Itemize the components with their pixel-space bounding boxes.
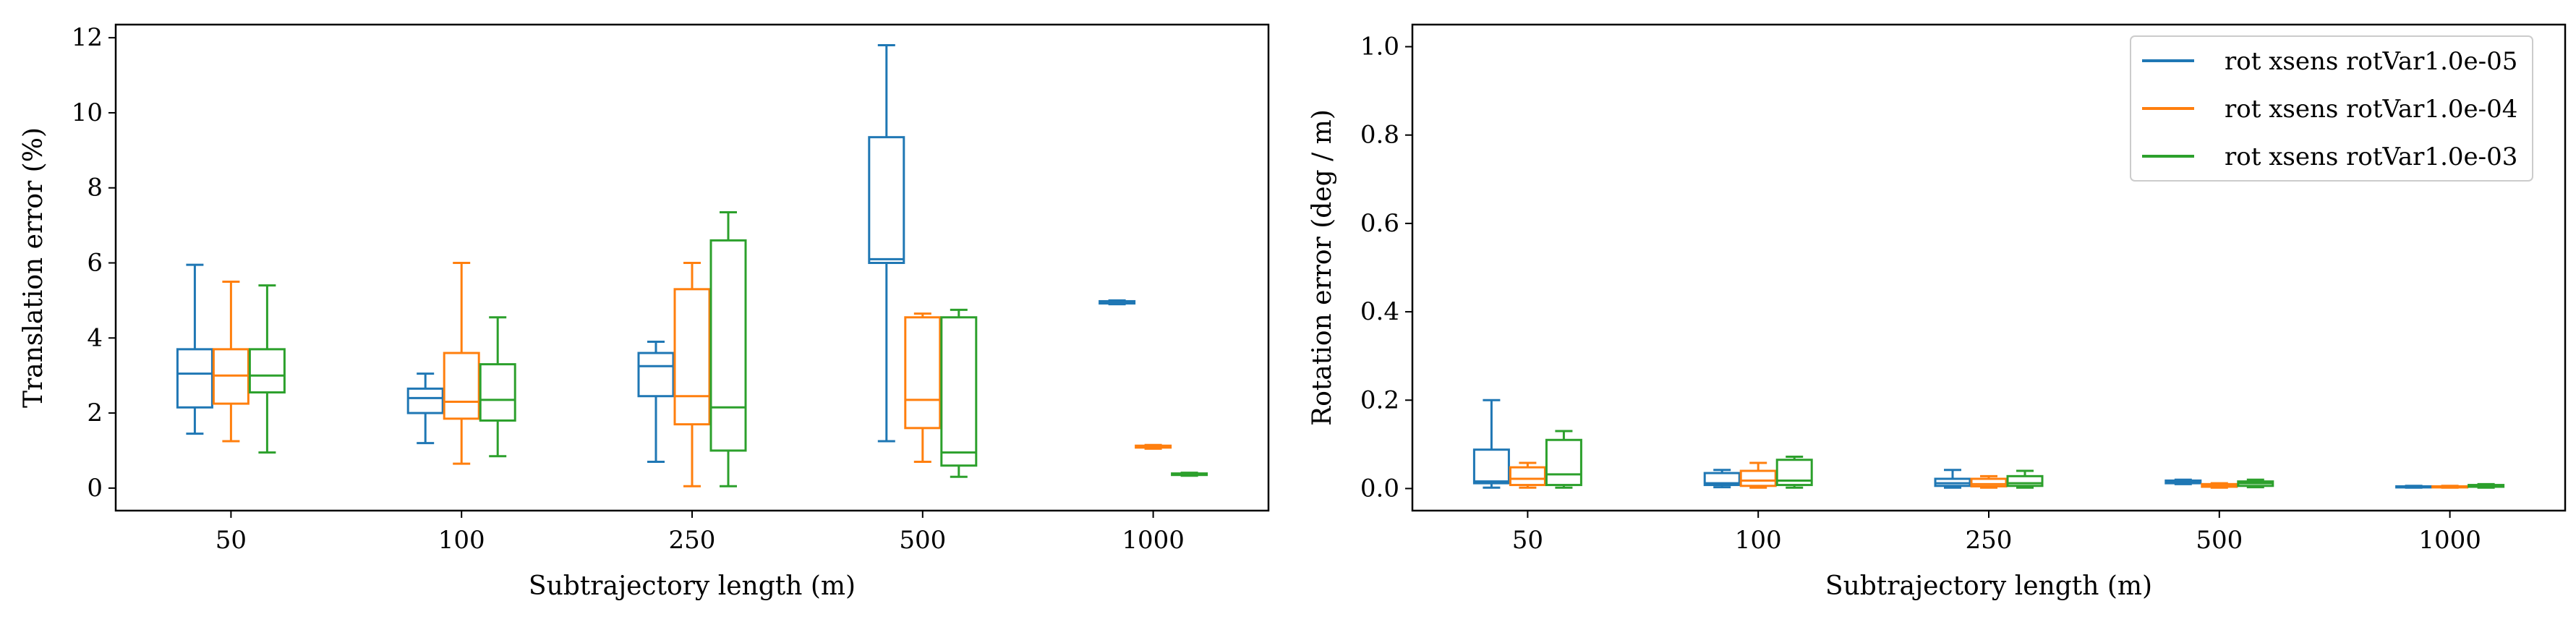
translation-x-tick-label: 50 — [216, 526, 247, 555]
box-body — [904, 316, 942, 430]
box-body — [940, 316, 978, 467]
rotation-box-500-series-1 — [2165, 478, 2202, 485]
box-body — [673, 288, 711, 426]
translation-error-x-ticks: 50 100 250 500 1000 — [216, 511, 1185, 555]
legend-label-rotvar-1e-05: rot xsens rotVar1.0e-05 — [2225, 47, 2517, 76]
box-body — [248, 348, 286, 394]
translation-box-500-series-1 — [868, 44, 905, 443]
translation-y-tick-label: 4 — [87, 323, 103, 352]
translation-box-250-series-2 — [673, 262, 711, 487]
translation-x-tick-label: 500 — [899, 526, 946, 555]
rotation-y-tick-label: 0.0 — [1360, 474, 1399, 503]
box-body — [176, 348, 213, 409]
box-body — [1703, 472, 1741, 487]
rotation-error-panel: 0.0 0.2 0.4 0.6 0.8 1.0 50 100 250 500 1000 Subtr… — [1308, 23, 2567, 601]
rotation-error-x-axis-label: Subtrajectory length (m) — [1825, 571, 2152, 601]
translation-error-y-axis-label: Translation error (%) — [19, 127, 48, 408]
box-body — [1472, 448, 1510, 485]
translation-y-tick-label: 8 — [87, 174, 103, 203]
translation-error-panel: 0 2 4 6 8 10 12 50 100 250 500 1000 Subtrajectory … — [19, 23, 1270, 601]
translation-box-250-series-3 — [709, 210, 747, 487]
rotation-box-1000-series-2 — [2431, 485, 2469, 489]
translation-box-500-series-3 — [940, 308, 978, 478]
translation-box-50-series-3 — [248, 284, 286, 454]
rotation-y-tick-label: 0.6 — [1360, 209, 1399, 238]
rotation-box-50-series-1 — [1472, 399, 1510, 489]
rotation-box-1000-series-1 — [2395, 485, 2433, 489]
rotation-box-500-series-3 — [2237, 478, 2274, 489]
rotation-x-tick-label: 1000 — [2418, 526, 2481, 555]
translation-x-tick-label: 250 — [669, 526, 716, 555]
box-body — [1509, 466, 1546, 487]
box-body — [637, 352, 675, 398]
translation-y-tick-label: 2 — [87, 399, 103, 427]
box-body — [1545, 438, 1582, 487]
rotation-x-tick-label: 500 — [2196, 526, 2243, 555]
rotation-x-tick-label: 250 — [1966, 526, 2013, 555]
translation-box-50-series-2 — [212, 280, 250, 443]
translation-box-1000-series-2 — [1135, 443, 1172, 450]
legend-box — [2130, 35, 2533, 182]
translation-box-250-series-1 — [637, 340, 675, 464]
translation-error-x-axis-label: Subtrajectory length (m) — [529, 571, 856, 601]
rotation-x-tick-label: 100 — [1735, 526, 1782, 555]
rotation-box-250-series-1 — [1934, 469, 1971, 489]
rotation-y-tick-label: 0.8 — [1360, 121, 1399, 150]
box-body — [709, 239, 747, 452]
rotation-box-1000-series-3 — [2468, 482, 2505, 489]
translation-x-tick-label: 1000 — [1122, 526, 1185, 555]
translation-box-50-series-1 — [176, 263, 213, 435]
translation-error-boxes — [176, 44, 1208, 487]
box-body — [1775, 459, 1813, 487]
translation-box-1000-series-1 — [1099, 299, 1136, 306]
translation-y-tick-label: 12 — [72, 23, 103, 52]
rotation-box-50-series-2 — [1509, 461, 1546, 489]
box-body — [479, 363, 516, 422]
translation-box-100-series-3 — [479, 316, 516, 458]
translation-box-500-series-2 — [904, 312, 942, 464]
rotation-box-100-series-2 — [1739, 461, 1777, 489]
rotation-box-250-series-2 — [1970, 474, 2008, 489]
translation-x-tick-label: 100 — [438, 526, 485, 555]
box-body — [868, 136, 905, 265]
box-body — [1970, 477, 2008, 487]
translation-box-1000-series-3 — [1171, 472, 1208, 477]
rotation-box-100-series-3 — [1775, 455, 1813, 489]
rotation-box-50-series-3 — [1545, 430, 1582, 489]
translation-box-100-series-1 — [406, 372, 444, 445]
rotation-y-tick-label: 0.4 — [1360, 297, 1399, 326]
box-body — [443, 352, 480, 420]
rotation-box-500-series-2 — [2201, 482, 2238, 489]
rotation-error-y-axis-label: Rotation error (deg / m) — [1308, 109, 1337, 426]
translation-box-100-series-2 — [443, 262, 480, 465]
rotation-box-250-series-3 — [2006, 469, 2044, 489]
translation-y-tick-label: 0 — [87, 474, 103, 503]
rotation-error-y-ticks: 0.0 0.2 0.4 0.6 0.8 1.0 — [1360, 33, 1412, 503]
rotation-x-tick-label: 50 — [1512, 526, 1543, 555]
legend: rot xsens rotVar1.0e-05 rot xsens rotVar… — [2130, 35, 2533, 182]
rotation-error-boxes — [1472, 399, 2505, 489]
box-body — [1739, 469, 1777, 487]
translation-error-y-ticks: 0 2 4 6 8 10 12 — [72, 23, 116, 503]
box-body — [2006, 474, 2044, 487]
translation-y-tick-label: 6 — [87, 249, 103, 278]
rotation-error-x-ticks: 50 100 250 500 1000 — [1512, 511, 2481, 555]
rotation-box-100-series-1 — [1703, 469, 1741, 489]
legend-label-rotvar-1e-03: rot xsens rotVar1.0e-03 — [2225, 142, 2517, 171]
rotation-y-tick-label: 1.0 — [1360, 33, 1399, 61]
rotation-y-tick-label: 0.2 — [1360, 385, 1399, 414]
box-body — [406, 387, 444, 414]
legend-label-rotvar-1e-04: rot xsens rotVar1.0e-04 — [2225, 95, 2517, 124]
translation-y-tick-label: 10 — [72, 98, 103, 127]
